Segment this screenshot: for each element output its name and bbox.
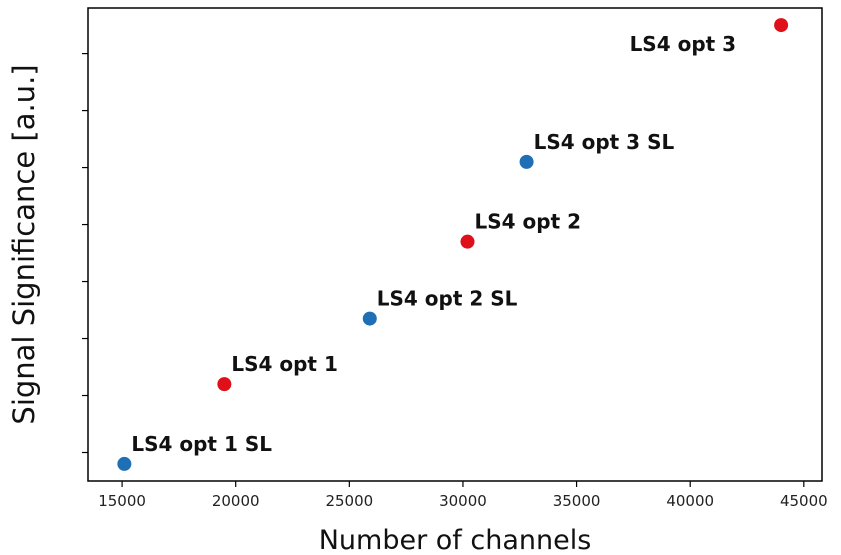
x-axis-ticks: 15000 20000 25000 30000 35000 40000 45000 — [98, 481, 828, 510]
point-label: LS4 opt 2 — [474, 210, 581, 234]
data-point — [519, 154, 534, 169]
data-point — [362, 311, 377, 326]
data-point — [217, 377, 232, 392]
x-tick-label: 20000 — [212, 492, 260, 510]
point-label: LS4 opt 2 SL — [377, 287, 518, 311]
x-tick-label: 45000 — [780, 492, 828, 510]
x-axis-label: Number of channels — [319, 525, 592, 555]
point-label: LS4 opt 3 SL — [534, 130, 675, 154]
y-axis-label: Signal Significance [a.u.] — [7, 64, 41, 424]
data-points: LS4 opt 1 SL LS4 opt 1 LS4 opt 2 SL LS4 opt… — [117, 18, 789, 471]
x-tick-label: 30000 — [439, 492, 487, 510]
x-tick-label: 15000 — [98, 492, 146, 510]
x-tick-label: 25000 — [325, 492, 373, 510]
plot-frame — [87, 7, 823, 482]
data-point — [774, 18, 789, 33]
x-tick-label: 40000 — [666, 492, 714, 510]
y-axis-ticks — [82, 52, 88, 454]
point-label: LS4 opt 3 — [630, 32, 737, 56]
point-label: LS4 opt 1 — [231, 352, 338, 376]
data-point — [460, 234, 475, 249]
data-point — [117, 456, 132, 471]
x-tick-label: 35000 — [553, 492, 601, 510]
point-label: LS4 opt 1 SL — [131, 432, 272, 456]
